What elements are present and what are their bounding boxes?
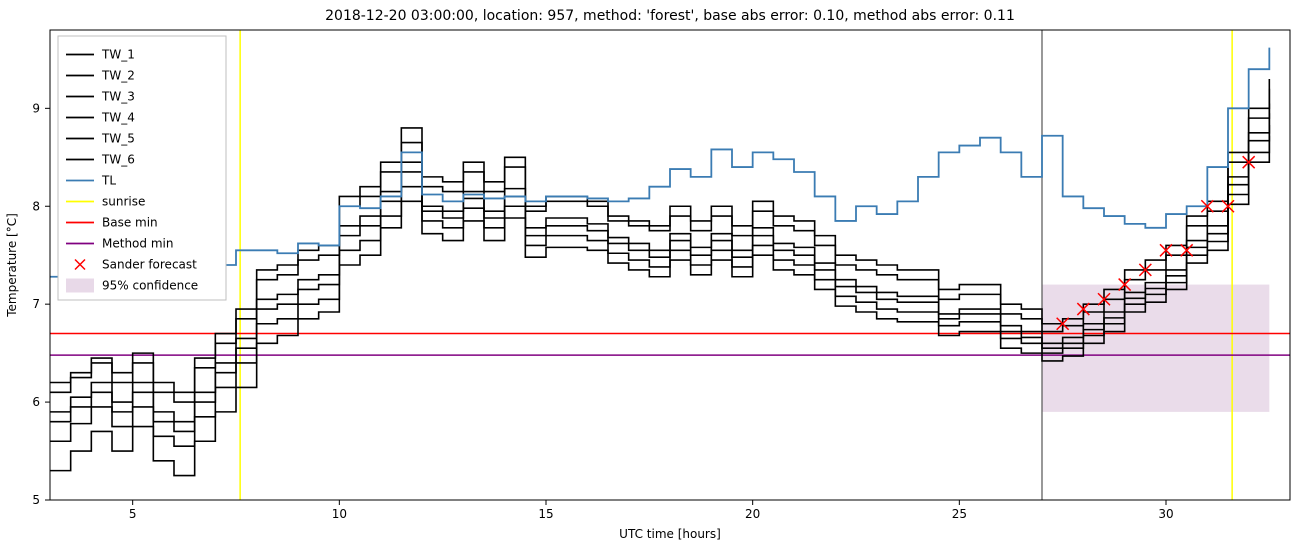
chart-container: 5 10 15 20 25 30 5 6 7 8 9 UTC time [hours] Temperat… [0,0,1302,547]
x-tick-label: 5 [129,507,137,521]
x-tick-label: 30 [1158,507,1173,521]
chart-title: 2018-12-20 03:00:00, location: 957, meth… [325,8,1015,24]
x-tick-label: 25 [952,507,967,521]
legend-label: TL [101,174,116,188]
legend-label: TW_4 [101,111,135,125]
legend-label: TW_2 [101,69,135,83]
x-tick-label: 15 [538,507,553,521]
legend-swatch [66,279,94,293]
y-axis-label: Temperature [°C] [5,213,19,318]
legend-label: TW_6 [101,153,135,167]
legend-label: TW_3 [101,90,135,104]
chart-svg: 5 10 15 20 25 30 5 6 7 8 9 UTC time [hours] Temperat… [0,0,1302,547]
y-tick-label: 6 [32,395,40,409]
legend-label: Base min [102,216,158,230]
y-tick-label: 7 [32,297,40,311]
x-axis-label: UTC time [hours] [619,527,721,541]
y-tick-label: 8 [32,199,40,213]
legend-label: Method min [102,237,173,251]
y-tick-label: 5 [32,493,40,507]
legend-label: 95% confidence [102,279,198,293]
legend-label: TW_1 [101,48,135,62]
legend-label: Sander forecast [102,258,197,272]
x-tick-label: 20 [745,507,760,521]
x-tick-label: 10 [332,507,347,521]
legend-label: sunrise [102,195,145,209]
legend-label: TW_5 [101,132,135,146]
y-tick-label: 9 [32,101,40,115]
legend: TW_1 TW_2 TW_3 TW_4 TW_5 TW_6 TL sunrise Base mi… [58,36,226,300]
